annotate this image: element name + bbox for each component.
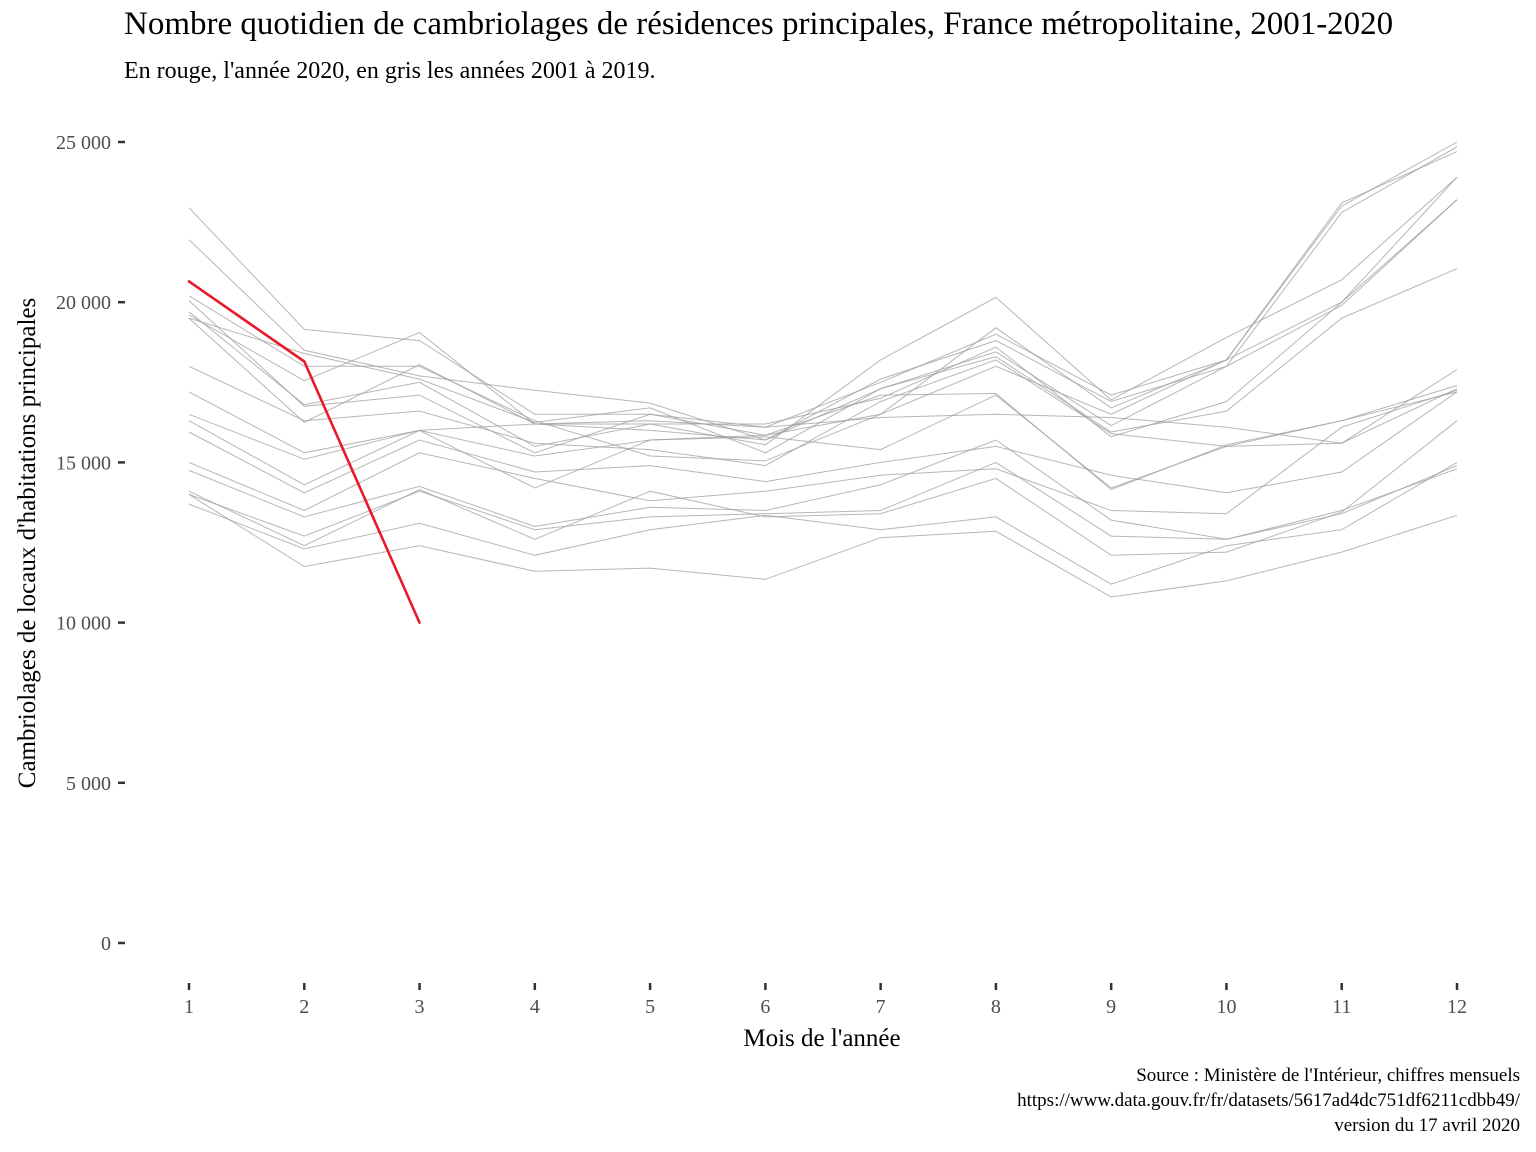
series-line	[188, 439, 1458, 540]
x-tick-label: 5	[645, 996, 655, 1018]
caption-version: version du 17 avril 2020	[1334, 1115, 1520, 1136]
x-tick-label: 4	[530, 996, 540, 1018]
series-line	[188, 146, 1458, 441]
series-line	[188, 461, 1458, 540]
x-tick-label: 8	[991, 996, 1001, 1018]
x-tick-label: 2	[299, 996, 309, 1018]
series-line	[188, 388, 1458, 454]
background-series-group	[188, 141, 1458, 598]
x-tick-label: 12	[1447, 996, 1467, 1018]
chart-subtitle: En rouge, l'année 2020, en gris les anné…	[124, 58, 656, 84]
caption-url: https://www.data.gouv.fr/fr/datasets/561…	[1017, 1090, 1520, 1111]
chart-title: Nombre quotidien de cambriolages de rési…	[124, 6, 1394, 42]
x-axis: 1 2 3 4 5 6 7 8 9 10 11 12	[184, 983, 1467, 1018]
series-line	[188, 385, 1458, 491]
y-tick-label: 25 000	[56, 132, 111, 154]
x-tick-label: 1	[184, 996, 194, 1018]
series-line	[188, 493, 1458, 598]
x-tick-label: 10	[1216, 996, 1236, 1018]
series-line	[188, 389, 1458, 515]
series-line	[188, 391, 1458, 494]
series-line	[188, 199, 1458, 441]
highlight-series-line	[187, 280, 421, 624]
caption-source: Source : Ministère de l'Intérieur, chiff…	[1136, 1065, 1520, 1086]
y-axis-label: Cambriolages de locaux d'habitations pri…	[14, 298, 41, 788]
series-line	[188, 420, 1458, 556]
series-line	[188, 359, 1458, 467]
highlight-series-group	[187, 280, 421, 624]
x-axis-label: Mois de l'année	[743, 1025, 900, 1052]
series-line	[188, 176, 1458, 454]
series-line	[188, 391, 1458, 489]
x-tick-label: 3	[415, 996, 425, 1018]
y-tick-label: 0	[101, 933, 111, 955]
series-line	[188, 199, 1458, 447]
series-line	[188, 151, 1458, 462]
series-line	[188, 268, 1458, 454]
x-tick-label: 9	[1106, 996, 1116, 1018]
y-axis: 0 5 000 10 000 15 000 20 000 25 000	[56, 132, 125, 955]
x-tick-label: 6	[760, 996, 770, 1018]
series-line	[188, 176, 1458, 446]
y-tick-label: 20 000	[56, 292, 111, 314]
x-tick-label: 7	[876, 996, 886, 1018]
y-tick-label: 10 000	[56, 613, 111, 635]
y-tick-label: 15 000	[56, 452, 111, 474]
series-line	[188, 461, 1458, 585]
x-tick-label: 11	[1332, 996, 1351, 1018]
source-caption: Source : Ministère de l'Intérieur, chiff…	[1017, 1063, 1520, 1138]
y-tick-label: 5 000	[66, 773, 111, 795]
